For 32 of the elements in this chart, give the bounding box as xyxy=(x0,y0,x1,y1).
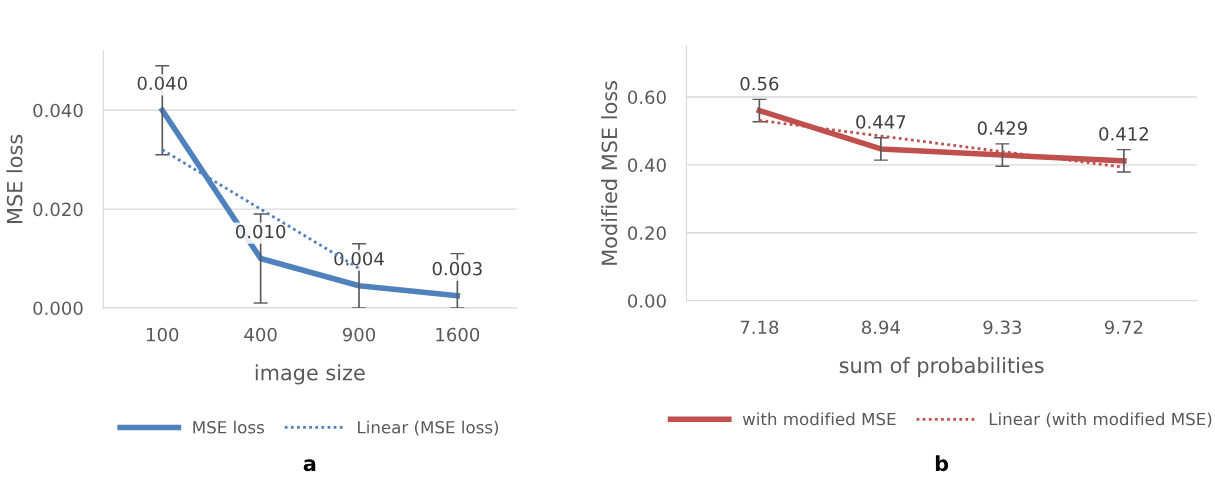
y-tick-label: 0.60 xyxy=(628,90,666,105)
y-axis-title: Modified MSE loss xyxy=(601,81,618,265)
x-tick-label: 1600 xyxy=(436,327,480,342)
data-label: 0.412 xyxy=(1099,127,1148,141)
y-axis-title: MSE loss xyxy=(6,134,23,224)
y-tick-label: 0.020 xyxy=(33,202,83,217)
x-tick-label: 400 xyxy=(244,327,277,342)
x-tick-label: 7.18 xyxy=(740,320,779,335)
y-tick-label: 0.20 xyxy=(628,226,666,240)
x-tick-label: 900 xyxy=(342,327,376,342)
y-tick-label: 0.40 xyxy=(628,158,666,173)
y-tick-label: 0.040 xyxy=(33,103,83,118)
text: b xyxy=(935,455,949,472)
data-label: 0.010 xyxy=(235,224,286,239)
legend-label: Linear (with modified MSE) xyxy=(989,412,1212,428)
legend-label: with modified MSE xyxy=(742,412,896,426)
x-axis-title: sum of probabilities xyxy=(839,357,1044,378)
data-label: 0.447 xyxy=(856,115,906,129)
legend-label: Linear (MSE loss) xyxy=(358,420,499,436)
data-label: 0.040 xyxy=(137,76,187,91)
x-tick-label: 9.72 xyxy=(1104,320,1143,335)
y-tick-label: 0.00 xyxy=(628,294,666,308)
data-label: 0.003 xyxy=(432,261,482,276)
data-label: 0.56 xyxy=(740,76,779,91)
y-tick-label: 0.000 xyxy=(33,301,83,316)
x-axis-title: image size xyxy=(255,364,365,385)
text: a xyxy=(303,459,316,472)
legend-label: MSE loss xyxy=(193,420,264,434)
x-tick-label: 9.33 xyxy=(983,320,1022,335)
x-tick-label: 8.94 xyxy=(862,320,900,335)
x-tick-label: 100 xyxy=(147,327,179,342)
data-label: 0.429 xyxy=(977,121,1027,135)
